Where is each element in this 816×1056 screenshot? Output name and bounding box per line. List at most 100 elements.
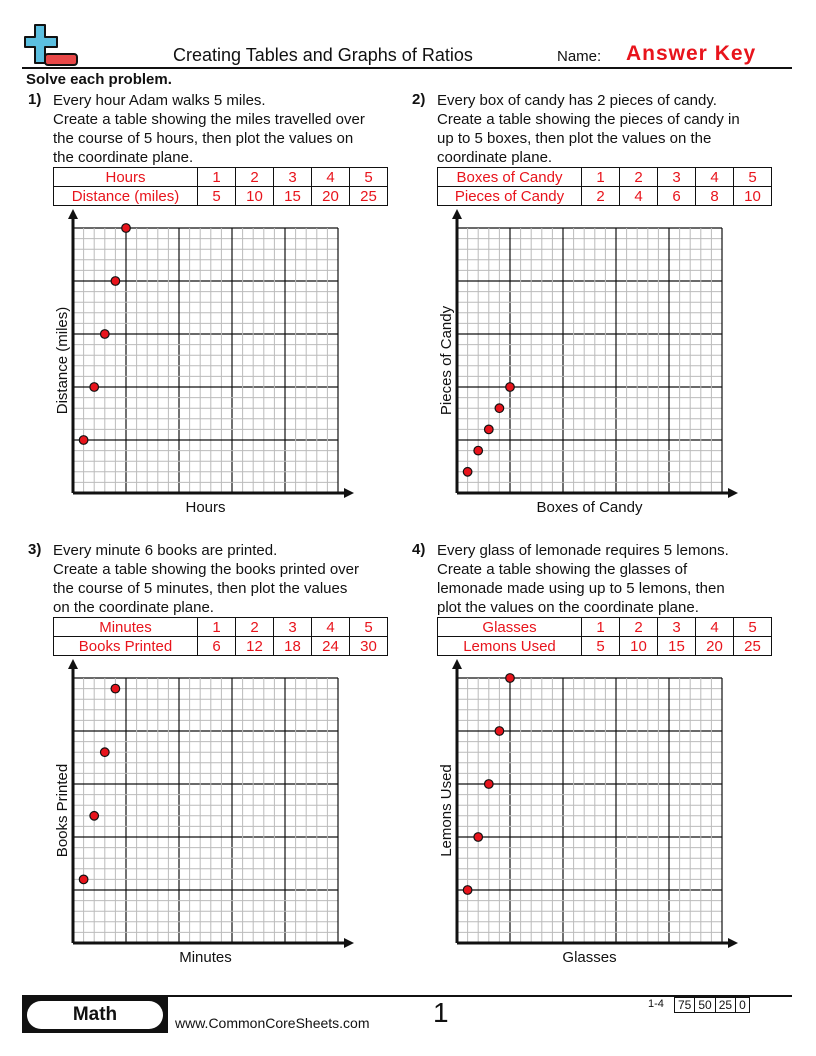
problem-line: Every box of candy has 2 pieces of candy… xyxy=(437,92,717,109)
problem-text: Every minute 6 books are printed. Create … xyxy=(53,541,393,617)
problem-line: coordinate plane. xyxy=(437,149,553,166)
table-cell: 2 xyxy=(619,617,658,637)
table-cell: 5 xyxy=(581,636,620,656)
table-cell: 10 xyxy=(733,186,772,206)
table-row: Glasses 1 2 3 4 5 xyxy=(437,617,772,637)
x-axis-arrow-icon xyxy=(344,938,354,948)
problem-line: Create a table showing the books printed… xyxy=(53,561,360,578)
table-row: Lemons Used 5 10 15 20 25 xyxy=(437,636,772,656)
score-cell: 50 xyxy=(694,997,716,1013)
data-point xyxy=(462,466,473,477)
table-cell: 20 xyxy=(311,186,350,206)
coordinate-plane: Glasses Lemons Used xyxy=(438,659,738,966)
table-cell: 10 xyxy=(235,186,274,206)
table-cell: 24 xyxy=(311,636,350,656)
table-cell: 12 xyxy=(235,636,274,656)
score-cell: 0 xyxy=(735,997,750,1013)
data-point xyxy=(505,382,515,392)
problem-line: plot the values on the coordinate plane. xyxy=(437,599,699,616)
table-cell: 5 xyxy=(349,617,388,637)
table-cell: 4 xyxy=(311,617,350,637)
score-range: 1-4 xyxy=(648,998,664,1010)
data-point xyxy=(473,832,484,842)
table-row: Hours 1 2 3 4 5 xyxy=(53,167,388,187)
data-point xyxy=(494,726,505,736)
problem-line: Create a table showing the miles travell… xyxy=(53,111,365,128)
table-cell: 4 xyxy=(695,167,734,187)
table-cell: 18 xyxy=(273,636,312,656)
coordinate-plane: Boxes of Candy Pieces of Candy xyxy=(438,209,738,516)
table-cell: 10 xyxy=(619,636,658,656)
table-row: Boxes of Candy 1 2 3 4 5 xyxy=(437,167,772,187)
problem-text: Every box of candy has 2 pieces of candy… xyxy=(437,91,777,167)
row-label: Books Printed xyxy=(53,636,198,656)
row-label: Lemons Used xyxy=(437,636,582,656)
row-label: Boxes of Candy xyxy=(437,167,582,187)
data-point xyxy=(78,435,89,445)
table-cell: 20 xyxy=(695,636,734,656)
problem-line: up to 5 boxes, then plot the values on t… xyxy=(437,130,712,147)
table-cell: 1 xyxy=(581,617,620,637)
x-axis-label: Minutes xyxy=(179,949,232,966)
row-label: Pieces of Candy xyxy=(437,186,582,206)
table-cell: 1 xyxy=(197,617,236,637)
table-row: Pieces of Candy 2 4 6 8 10 xyxy=(437,186,772,206)
data-point xyxy=(110,683,121,694)
problem-number: 1) xyxy=(28,91,42,108)
problem-number: 4) xyxy=(412,541,426,558)
data-point xyxy=(121,223,131,233)
table-cell: 1 xyxy=(581,167,620,187)
score-table: 75 50 25 0 xyxy=(673,997,750,1013)
score-cell: 25 xyxy=(714,997,737,1013)
ratio-table: Boxes of Candy 1 2 3 4 5 Pieces of Candy 2 4 6 8 10 xyxy=(437,167,772,206)
data-point xyxy=(110,276,121,286)
table-cell: 15 xyxy=(273,186,312,206)
table-cell: 6 xyxy=(197,636,236,656)
data-point xyxy=(99,747,110,758)
row-label: Glasses xyxy=(437,617,582,637)
table-cell: 5 xyxy=(733,167,772,187)
website-link[interactable]: www.CommonCoreSheets.com xyxy=(175,1015,370,1031)
x-axis-arrow-icon xyxy=(728,488,738,498)
page-number: 1 xyxy=(433,997,449,1028)
problem-number: 2) xyxy=(412,91,426,108)
table-row: Distance (miles) 5 10 15 20 25 xyxy=(53,186,388,206)
data-point xyxy=(78,874,89,885)
table-cell: 3 xyxy=(273,167,312,187)
table-cell: 5 xyxy=(733,617,772,637)
problem-line: Create a table showing the pieces of can… xyxy=(437,111,740,128)
subject-label: Math xyxy=(27,1001,163,1029)
table-cell: 5 xyxy=(349,167,388,187)
data-point xyxy=(462,885,473,895)
plus-minus-logo-icon xyxy=(24,24,78,66)
data-point xyxy=(99,329,110,339)
problem-line: the coordinate plane. xyxy=(53,149,194,166)
problem-line: Every hour Adam walks 5 miles. xyxy=(53,92,266,109)
x-axis-arrow-icon xyxy=(728,938,738,948)
y-axis-arrow-icon xyxy=(68,659,78,669)
table-cell: 25 xyxy=(733,636,772,656)
y-axis-label: Pieces of Candy xyxy=(438,305,455,415)
problem-line: on the coordinate plane. xyxy=(53,599,214,616)
name-value: Answer Key xyxy=(626,42,757,65)
x-axis-label: Glasses xyxy=(562,949,616,966)
data-point xyxy=(483,424,494,435)
coordinate-plane: Hours Distance (miles) xyxy=(54,209,354,516)
table-cell: 2 xyxy=(235,617,274,637)
table-cell: 6 xyxy=(657,186,696,206)
table-cell: 1 xyxy=(197,167,236,187)
row-label: Hours xyxy=(53,167,198,187)
y-axis-label: Lemons Used xyxy=(438,764,455,857)
problem-line: the course of 5 hours, then plot the val… xyxy=(53,130,354,147)
row-label: Distance (miles) xyxy=(53,186,198,206)
instructions: Solve each problem. xyxy=(26,71,172,88)
table-cell: 4 xyxy=(311,167,350,187)
table-cell: 25 xyxy=(349,186,388,206)
table-cell: 4 xyxy=(695,617,734,637)
data-point xyxy=(473,445,484,456)
data-point xyxy=(89,810,100,821)
table-cell: 5 xyxy=(197,186,236,206)
problem-number: 3) xyxy=(28,541,42,558)
x-axis-label: Boxes of Candy xyxy=(537,499,643,516)
